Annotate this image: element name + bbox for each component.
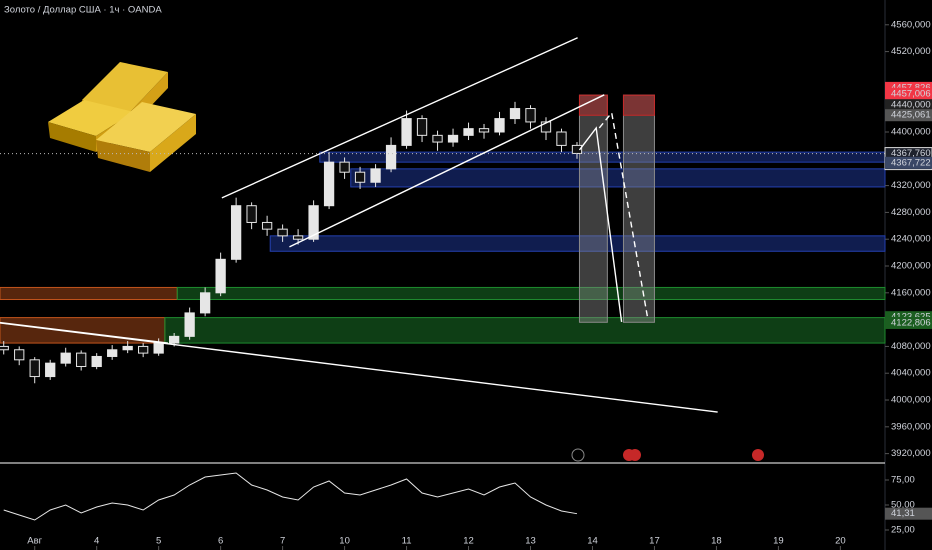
x-tick-label: 10 <box>339 536 350 547</box>
candle-body <box>292 235 304 240</box>
zone <box>164 317 886 344</box>
x-tick-label: 5 <box>156 536 161 547</box>
zone <box>578 94 608 116</box>
x-tick-label: 4 <box>94 536 99 547</box>
price-label: 4425,061 <box>891 110 931 121</box>
candle-body <box>385 144 397 170</box>
candle-body <box>107 349 118 357</box>
candle-body <box>509 108 521 120</box>
price-badge <box>885 316 932 329</box>
event-icons <box>571 448 764 462</box>
candle-body <box>416 118 428 136</box>
x-tick-label: 17 <box>649 536 660 547</box>
x-tick-label: Авг <box>27 536 42 547</box>
zone <box>622 94 655 323</box>
price-badge <box>885 99 932 112</box>
rsi-badge <box>885 507 932 520</box>
price-label: 4367,760 <box>891 148 931 159</box>
price-badge <box>885 87 932 100</box>
candle-body <box>261 221 273 230</box>
candle-body <box>91 355 102 368</box>
trend-line <box>221 37 578 199</box>
candle-body <box>215 258 226 294</box>
candle-body <box>246 205 257 223</box>
candle-body <box>138 345 149 354</box>
y-tick-label: 4040,000 <box>891 368 931 379</box>
candle-body <box>401 118 412 146</box>
candle-body <box>29 359 40 378</box>
zone <box>350 168 886 188</box>
candle-body <box>153 342 164 354</box>
candle-body <box>323 161 335 207</box>
y-tick-label: 4520,000 <box>891 46 931 57</box>
candle-body <box>463 128 474 136</box>
candle-body <box>0 345 9 351</box>
x-tick-label: 12 <box>463 536 474 547</box>
candle-body <box>14 349 25 361</box>
candle-body <box>339 161 350 173</box>
candle-body <box>540 121 552 133</box>
trend-line <box>289 94 605 248</box>
price-label: 4440,000 <box>891 100 931 111</box>
price-label: 4457,006 <box>891 88 931 99</box>
y-tick-label: 4080,000 <box>891 341 931 352</box>
rsi-tick-label: 50,00 <box>891 500 915 511</box>
zone <box>176 286 886 301</box>
rsi-tick-label: 75,00 <box>891 475 915 486</box>
candle-body <box>525 108 536 123</box>
trend-line <box>0 321 169 344</box>
y-tick-label: 4240,000 <box>891 234 931 245</box>
y-tick-label: 4320,000 <box>891 180 931 191</box>
y-tick-label: 3920,000 <box>891 448 931 459</box>
y-tick-label: 4000,000 <box>891 395 931 406</box>
x-tick-label: 18 <box>711 536 722 547</box>
candle-body <box>60 352 71 364</box>
y-tick-label: 4280,000 <box>891 207 931 218</box>
x-tick-label: 19 <box>773 536 784 547</box>
x-tick-label: 6 <box>218 536 223 547</box>
price-badge <box>885 156 932 169</box>
candle-body <box>478 128 490 133</box>
candle-body <box>122 345 133 351</box>
trend-line <box>578 126 623 323</box>
candle-body <box>370 168 381 183</box>
x-tick-label: 7 <box>280 536 285 547</box>
y-tick-label: 4400,000 <box>891 127 931 138</box>
candle-body <box>494 118 505 133</box>
price-label: 4367,722 <box>891 157 931 168</box>
candle-body <box>169 335 180 344</box>
candle-body <box>45 362 56 378</box>
y-tick-label: 4160,000 <box>891 287 931 298</box>
x-tick-label: 14 <box>587 536 598 547</box>
gold-bars-icon <box>48 62 196 172</box>
zone <box>0 286 178 301</box>
candle-body <box>432 134 443 143</box>
x-tick-label: 20 <box>835 536 846 547</box>
candle-body <box>447 134 459 143</box>
candle-body <box>199 292 211 314</box>
candle-body <box>184 312 195 337</box>
candle-body <box>230 205 242 260</box>
y-tick-label: 4560,000 <box>891 19 931 30</box>
candle-body <box>308 205 319 240</box>
price-label: 4122,806 <box>891 317 931 328</box>
candle-body <box>76 352 87 368</box>
y-tick-label: 3960,000 <box>891 421 931 432</box>
rsi-line <box>3 472 578 521</box>
candle-body <box>354 171 366 183</box>
zone <box>269 235 886 252</box>
candle-body <box>277 228 288 237</box>
chart-title: Золото / Доллар США · 1ч · OANDA <box>4 5 162 16</box>
zone <box>578 94 608 323</box>
x-tick-label: 11 <box>402 536 412 547</box>
zone <box>622 94 655 116</box>
price-badge <box>885 109 932 122</box>
rsi-last-label: 41,31 <box>891 508 915 519</box>
y-tick-label: 4200,000 <box>891 261 931 272</box>
x-tick-label: 13 <box>525 536 536 547</box>
rsi-tick-label: 25,00 <box>891 525 915 536</box>
candle-body <box>556 131 567 146</box>
